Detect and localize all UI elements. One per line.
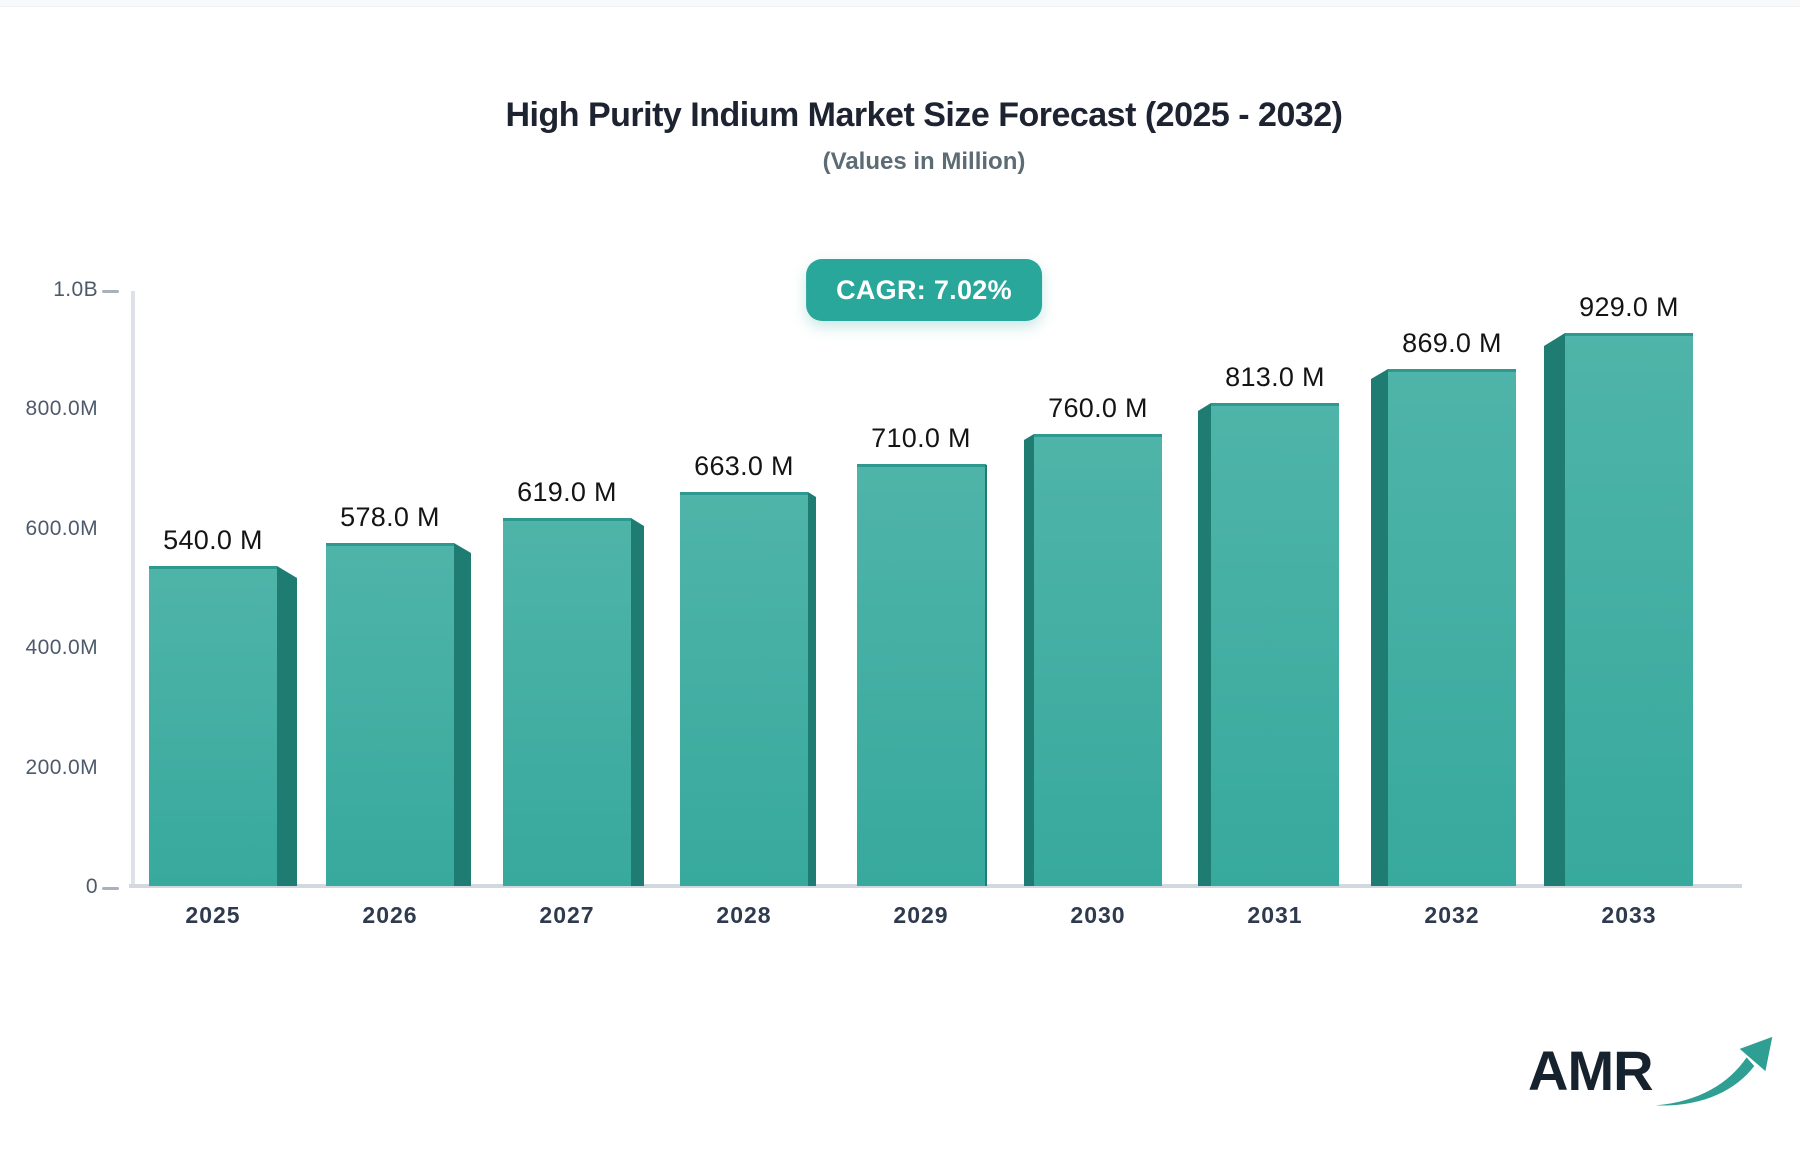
bar-side-2032 [1371, 369, 1388, 886]
bar-top-edge-2030 [1034, 434, 1162, 437]
x-axis-label-2029: 2029 [893, 902, 949, 928]
x-axis-label-2033: 2033 [1601, 902, 1657, 928]
bar-2026 [326, 543, 454, 886]
bar-top-edge-2031 [1211, 403, 1339, 406]
bar-top-edge-2028 [680, 492, 808, 495]
amr-logo: AMR [1528, 1022, 1773, 1122]
bar-side-2029 [985, 464, 987, 886]
chart-title: High Purity Indium Market Size Forecast … [505, 96, 1344, 134]
bar-top-edge-2025 [149, 566, 277, 569]
bar-side-2027 [631, 518, 644, 886]
bar-value-label-2029: 710.0 M [871, 423, 971, 453]
cagr-badge: CAGR: 7.02% [806, 259, 1042, 321]
y-axis-tick-1.0B [102, 290, 119, 293]
x-axis-label-2026: 2026 [362, 902, 418, 928]
bar-side-2033 [1544, 333, 1565, 886]
y-axis-label-0: 0 [85, 875, 98, 898]
bar-side-2026 [454, 543, 471, 886]
bar-2028 [680, 492, 808, 886]
bar-2031 [1211, 403, 1339, 886]
x-axis-label-2031: 2031 [1247, 902, 1303, 928]
bar-top-edge-2027 [503, 518, 631, 521]
bar-2032 [1388, 369, 1516, 886]
bar-value-label-2027: 619.0 M [517, 477, 617, 507]
amr-logo-arrow-icon [1655, 1036, 1773, 1106]
bar-2025 [149, 566, 277, 886]
bar-value-label-2028: 663.0 M [694, 451, 794, 481]
x-axis-label-2027: 2027 [539, 902, 595, 928]
bar-top-edge-2026 [326, 543, 454, 546]
bar-2029 [857, 464, 985, 886]
bar-side-2025 [277, 566, 297, 886]
y-axis-label-400.0M: 400.0M [25, 636, 98, 659]
bar-value-label-2031: 813.0 M [1225, 362, 1325, 392]
bar-value-label-2026: 578.0 M [340, 502, 440, 532]
bar-value-label-2032: 869.0 M [1402, 328, 1502, 358]
x-axis-label-2028: 2028 [716, 902, 772, 928]
bar-value-label-2033: 929.0 M [1579, 292, 1679, 322]
y-axis-label-600.0M: 600.0M [25, 517, 98, 540]
page-top-strip [0, 0, 1800, 7]
bar-2033 [1565, 333, 1693, 886]
y-axis-label-800.0M: 800.0M [25, 397, 98, 420]
bar-top-edge-2033 [1565, 333, 1693, 336]
bar-top-edge-2032 [1388, 369, 1516, 372]
y-axis-label-200.0M: 200.0M [25, 756, 98, 779]
amr-logo-text: AMR [1528, 1039, 1654, 1102]
y-axis-line [131, 291, 135, 886]
x-axis-label-2030: 2030 [1070, 902, 1126, 928]
bar-side-2028 [808, 492, 816, 886]
x-axis-label-2032: 2032 [1424, 902, 1480, 928]
bar-value-label-2025: 540.0 M [163, 525, 263, 555]
bar-2030 [1034, 434, 1162, 886]
bar-top-edge-2029 [857, 464, 985, 467]
y-axis-label-1.0B: 1.0B [53, 278, 98, 301]
bar-side-2030 [1024, 434, 1034, 886]
bar-side-2031 [1198, 403, 1211, 886]
x-axis-label-2025: 2025 [185, 902, 241, 928]
y-axis-tick-0 [102, 887, 119, 890]
chart-subtitle: (Values in Million) [822, 148, 1026, 175]
bar-value-label-2030: 760.0 M [1048, 393, 1148, 423]
bar-2027 [503, 518, 631, 886]
